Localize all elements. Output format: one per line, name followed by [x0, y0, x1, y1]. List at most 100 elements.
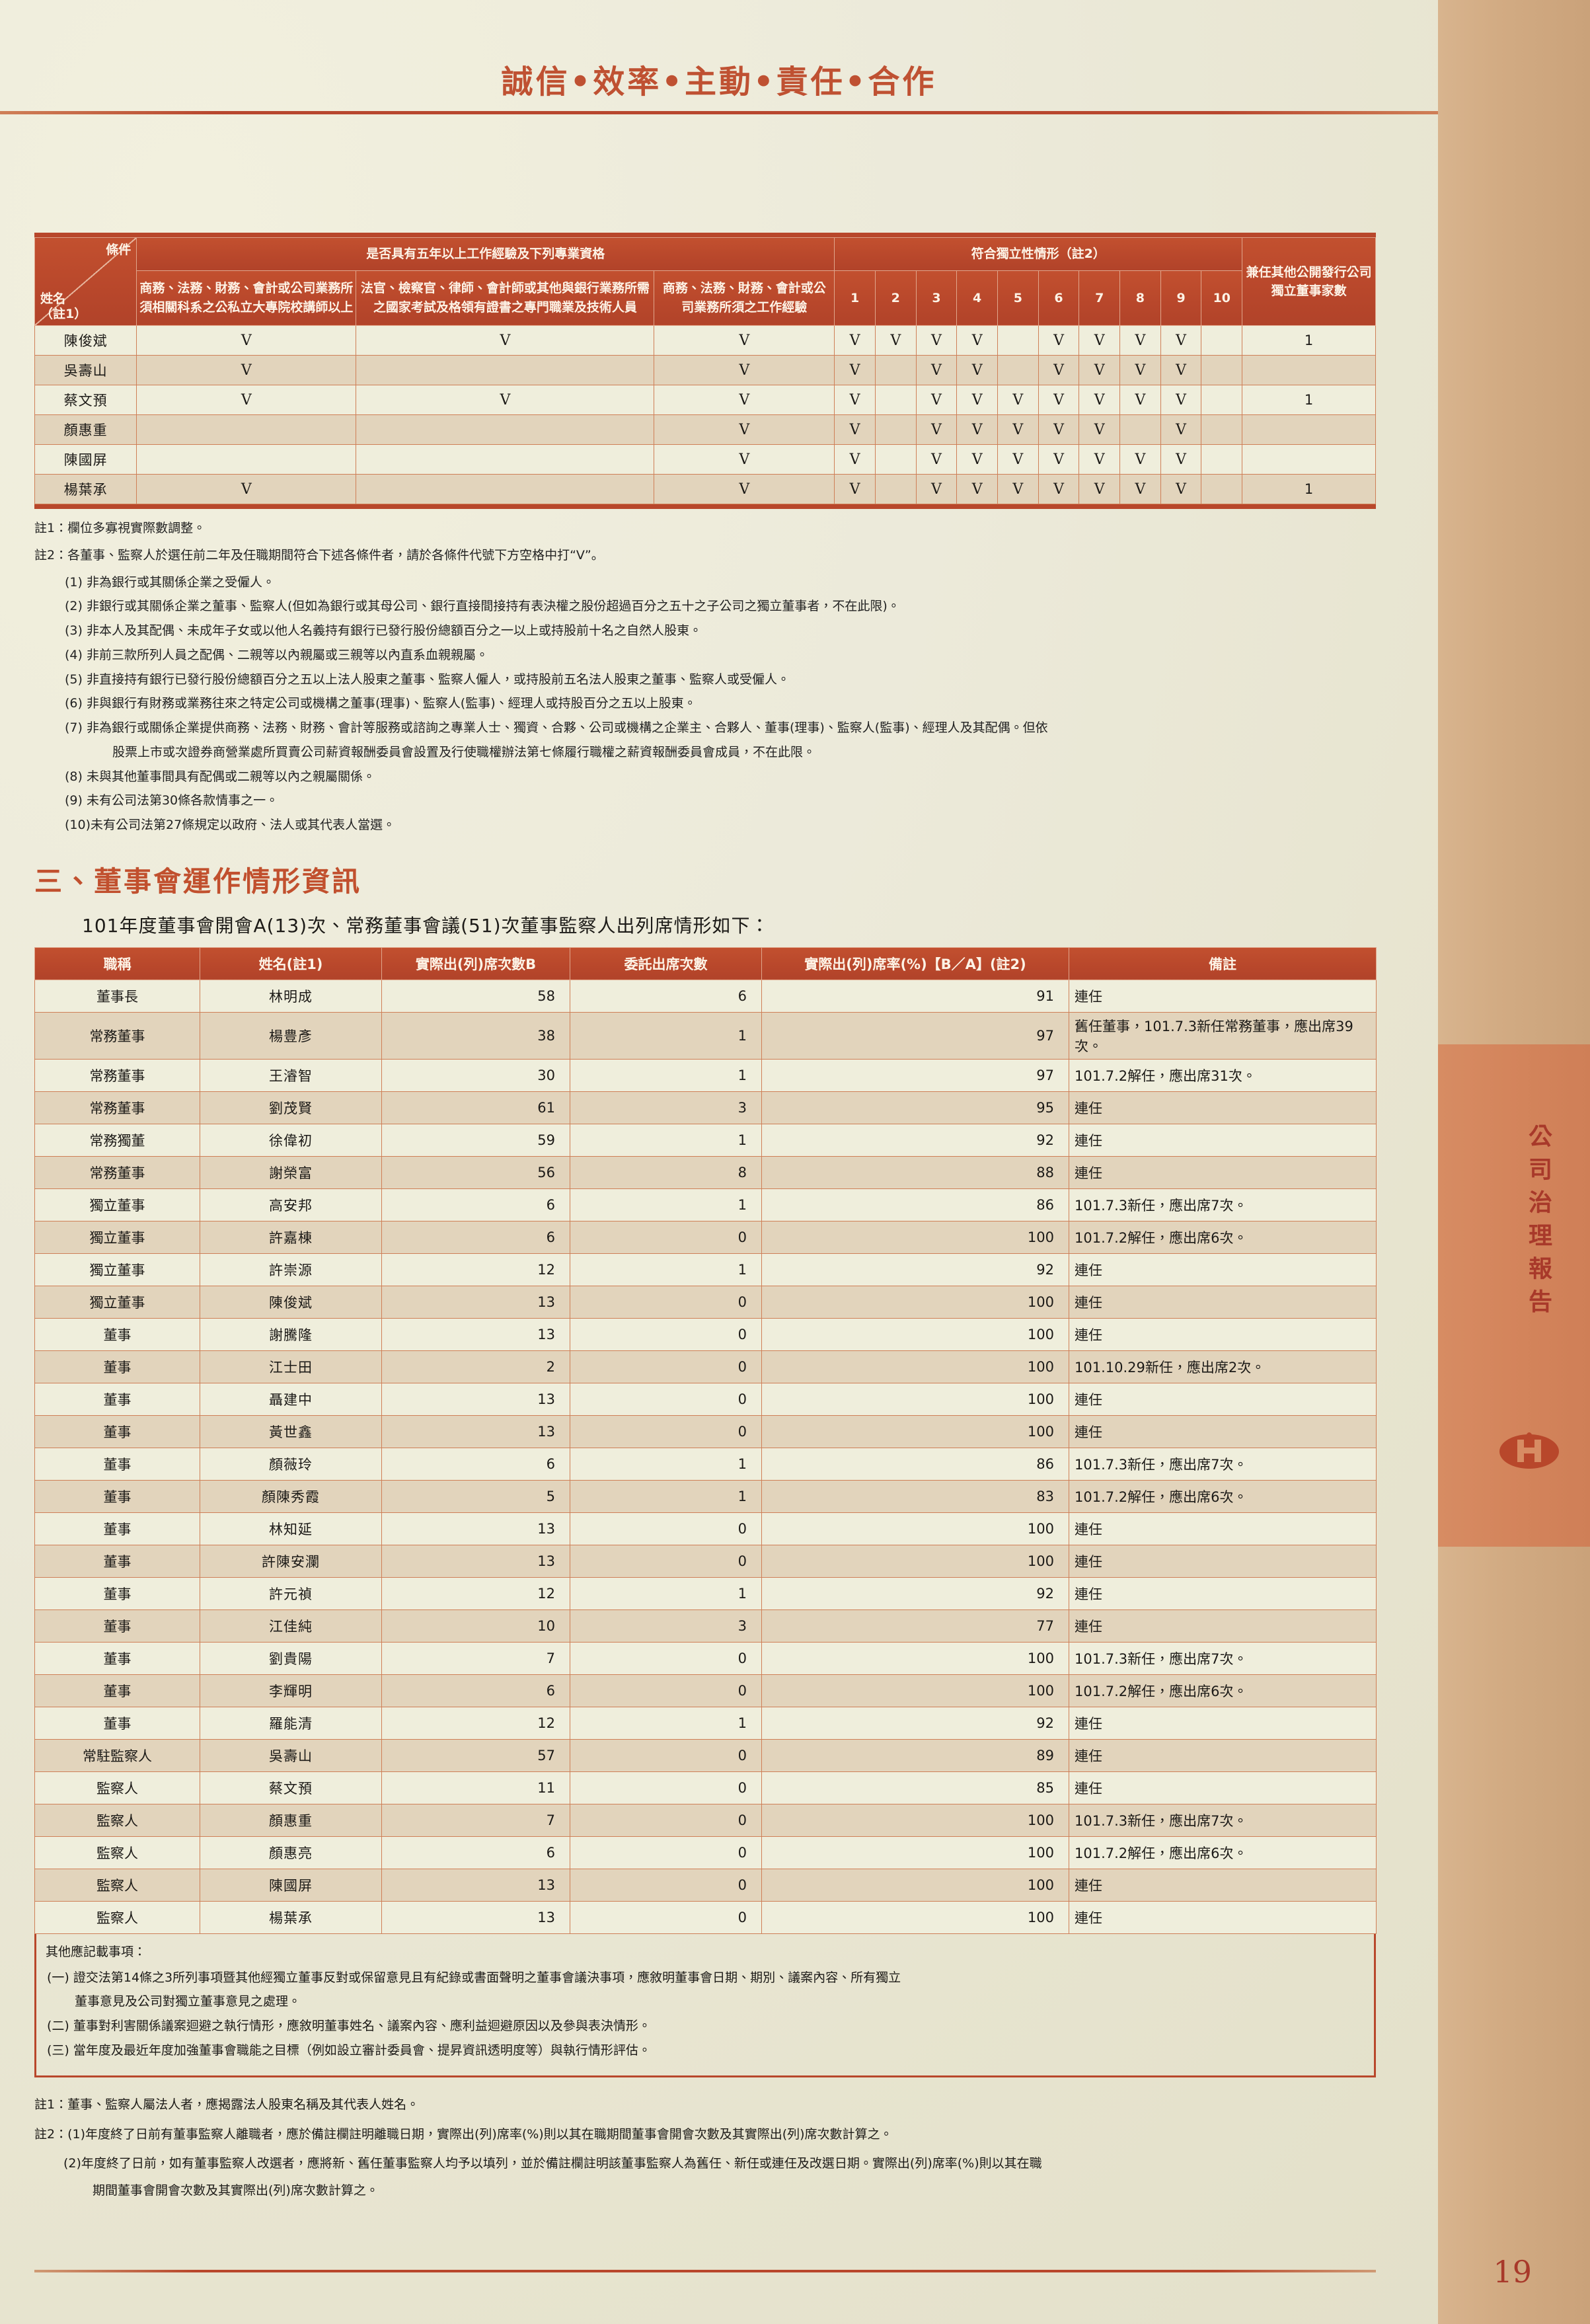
table-row: 獨立董事 高安邦 6 1 86 101.7.3新任，應出席7次。 [34, 1188, 1377, 1221]
qualification-cell-3: V [654, 355, 835, 385]
independence-cell-6: V [1038, 385, 1080, 415]
table2-header-name: 姓名(註1) [200, 947, 382, 980]
remark-cell: 連任 [1069, 1317, 1377, 1351]
note2-item-4: (4) 非前三款所列人員之配偶、二親等以內親屬或三親等以內直系血親親屬。 [65, 647, 488, 662]
position-cell: 董事 [34, 1317, 200, 1351]
proxy-count-cell: 1 [570, 1479, 762, 1513]
proxy-count-cell: 0 [570, 1674, 762, 1707]
proxy-count-cell: 0 [570, 1285, 762, 1319]
independence-cell-8 [1119, 414, 1161, 445]
table-row: 陳俊斌 V V V V V V V V V V V 1 [34, 325, 1376, 356]
position-cell: 董事 [34, 1544, 200, 1578]
attendance-rate-cell: 91 [761, 979, 1069, 1013]
position-cell: 董事 [34, 1479, 200, 1513]
independence-cell-2: V [874, 325, 917, 356]
position-cell: 董事長 [34, 979, 200, 1013]
attended-count-cell: 5 [381, 1479, 570, 1513]
attended-count-cell: 6 [381, 1836, 570, 1869]
table-row: 顏惠重 V V V V V V V V [34, 414, 1376, 445]
other-item-2: (二) 董事對利害關係議案迴避之執行情形，應敘明董事姓名、議案內容、應利益迴避原… [47, 2019, 651, 2034]
independence-cell-9: V [1160, 355, 1202, 385]
person-name-cell: 謝騰隆 [200, 1317, 382, 1351]
independence-cell-9: V [1160, 444, 1202, 475]
table2-note2-b: (2)年度終了日前，如有董事監察人改選者，應將新、舊任董事監察人均予以填列，並於… [63, 2156, 1042, 2171]
remark-cell: 101.7.3新任，應出席7次。 [1069, 1188, 1377, 1221]
table-row: 常務董事 劉茂賢 61 3 95 連任 [34, 1091, 1377, 1124]
table-row: 董事 許陳安瀾 13 0 100 連任 [34, 1544, 1377, 1578]
attendance-rate-cell: 100 [761, 1382, 1069, 1416]
independence-cell-5 [997, 355, 1039, 385]
attended-count-cell: 59 [381, 1123, 570, 1157]
independence-cell-3: V [915, 474, 958, 504]
director-name-cell: 陳俊斌 [34, 325, 137, 356]
remark-cell: 連任 [1069, 1868, 1377, 1902]
independence-cell-10 [1201, 474, 1243, 504]
qualification-cell-3: V [654, 325, 835, 356]
table-row: 常務董事 謝榮富 56 8 88 連任 [34, 1155, 1377, 1189]
table1-corner-header: 條件 姓名 （註1） [34, 237, 137, 326]
table-row: 董事 江士田 2 0 100 101.10.29新任，應出席2次。 [34, 1350, 1377, 1383]
other-directorships-cell: 1 [1242, 474, 1376, 504]
note2-item-3: (3) 非本人及其配偶、未成年子女或以他人名義持有銀行已發行股份總額百分之一以上… [65, 623, 702, 639]
section-intro-text: 101年度董事會開會A(13)次、常務董事會議(51)次董事監察人出列席情形如下… [82, 914, 770, 937]
independence-cell-7: V [1079, 325, 1121, 356]
attended-count-cell: 61 [381, 1091, 570, 1124]
independence-cell-1: V [834, 444, 876, 475]
attendance-rate-cell: 100 [761, 1414, 1069, 1448]
independence-cell-1: V [834, 414, 876, 445]
table2-note2-c: 期間董事會開會次數及其實際出(列)席次數計算之。 [93, 2183, 379, 2198]
position-cell: 董事 [34, 1609, 200, 1643]
attended-count-cell: 13 [381, 1544, 570, 1578]
position-cell: 常務董事 [34, 1058, 200, 1092]
attended-count-cell: 56 [381, 1155, 570, 1189]
table1-ind-col-10: 10 [1201, 270, 1243, 326]
position-cell: 董事 [34, 1512, 200, 1545]
section-heading: 三、董事會運作情形資訊 [34, 865, 362, 898]
proxy-count-cell: 0 [570, 1641, 762, 1675]
person-name-cell: 黃世鑫 [200, 1414, 382, 1448]
attendance-rate-cell: 100 [761, 1544, 1069, 1578]
attendance-rate-cell: 89 [761, 1738, 1069, 1772]
other-items-box: 其他應記載事項： (一) 證交法第14條之3所列事項暨其他經獨立董事反對或保留意… [34, 1933, 1376, 2077]
table2-notes: 註1：董事、監察人屬法人者，應揭露法人股東名稱及其代表人姓名。 註2：(1)年度… [34, 2095, 1376, 2201]
table1-ind-col-2: 2 [874, 270, 917, 326]
person-name-cell: 林明成 [200, 979, 382, 1013]
person-name-cell: 徐偉初 [200, 1123, 382, 1157]
person-name-cell: 李輝明 [200, 1674, 382, 1707]
table-row: 董事 顏陳秀霞 5 1 83 101.7.2解任，應出席6次。 [34, 1479, 1377, 1513]
remark-cell: 連任 [1069, 1414, 1377, 1448]
other-directorships-cell: 1 [1242, 325, 1376, 356]
person-name-cell: 江士田 [200, 1350, 382, 1383]
qualification-cell-1: V [136, 385, 357, 415]
attended-count-cell: 38 [381, 1011, 570, 1060]
attendance-rate-cell: 100 [761, 1803, 1069, 1837]
proxy-count-cell: 0 [570, 1512, 762, 1545]
position-cell: 董事 [34, 1414, 200, 1448]
attendance-rate-cell: 85 [761, 1771, 1069, 1804]
attendance-rate-cell: 88 [761, 1155, 1069, 1189]
position-cell: 常務董事 [34, 1011, 200, 1060]
person-name-cell: 吳壽山 [200, 1738, 382, 1772]
table2-header-remark: 備註 [1069, 947, 1377, 980]
remark-cell: 連任 [1069, 1123, 1377, 1157]
independence-cell-6: V [1038, 474, 1080, 504]
independence-cell-8: V [1119, 325, 1161, 356]
remark-cell: 連任 [1069, 1900, 1377, 1934]
independence-cell-10 [1201, 385, 1243, 415]
table2-header-rate: 實際出(列)席率(%)【B／A】(註2) [761, 947, 1069, 980]
remark-cell: 連任 [1069, 979, 1377, 1013]
qualification-cell-1: V [136, 355, 357, 385]
independence-cell-7: V [1079, 355, 1121, 385]
position-cell: 監察人 [34, 1771, 200, 1804]
independence-cell-10 [1201, 325, 1243, 356]
remark-cell: 101.7.3新任，應出席7次。 [1069, 1641, 1377, 1675]
footer-divider [34, 2270, 1376, 2272]
other-item-1-continued: 董事意見及公司對獨立董事意見之處理。 [75, 1994, 301, 2009]
table-row: 董事 黃世鑫 13 0 100 連任 [34, 1414, 1377, 1448]
attended-count-cell: 13 [381, 1285, 570, 1319]
position-cell: 監察人 [34, 1900, 200, 1934]
independence-cell-9: V [1160, 414, 1202, 445]
independence-cell-7: V [1079, 474, 1121, 504]
proxy-count-cell: 1 [570, 1058, 762, 1092]
independence-cell-3: V [915, 325, 958, 356]
